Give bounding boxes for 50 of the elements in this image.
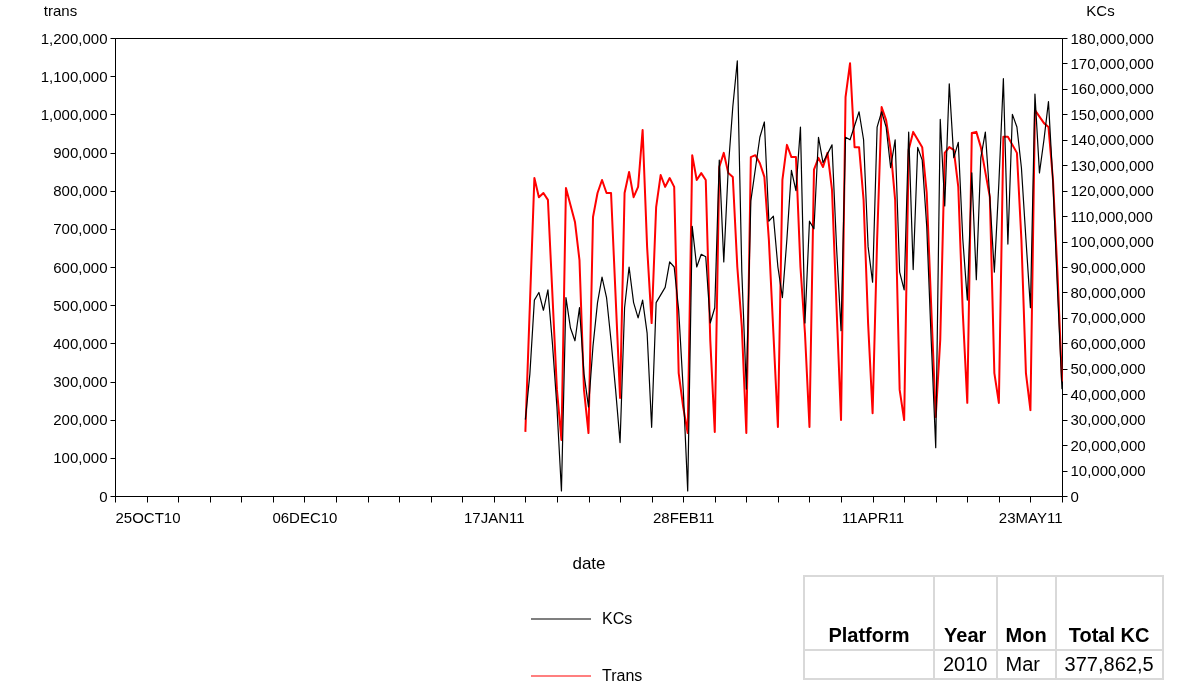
- y-tick-label: 0: [99, 487, 108, 505]
- y2-tick-label: 70,000,000: [1070, 309, 1146, 327]
- text: 2010: [934, 650, 997, 679]
- x-tick-label: 06DEC10: [272, 508, 338, 526]
- y2-tick-label: 150,000,000: [1070, 105, 1154, 123]
- y-axis-title: trans: [43, 1, 78, 19]
- text: Total KC: [1055, 576, 1163, 650]
- y2-tick-label: 30,000,000: [1070, 411, 1146, 429]
- y2-tick-label: 80,000,000: [1070, 283, 1146, 301]
- y2-tick-label: 160,000,000: [1070, 80, 1154, 98]
- y2-tick-label: 130,000,000: [1070, 156, 1154, 174]
- y2-tick-label: 120,000,000: [1070, 182, 1154, 200]
- text: Mar: [996, 650, 1056, 679]
- y-tick-label: 1,200,000: [40, 29, 108, 47]
- x-tick-label: 11APR11: [842, 508, 905, 526]
- y2-tick-label: 110,000,000: [1070, 207, 1153, 225]
- y-tick-label: 300,000: [53, 373, 108, 390]
- y-tick-label: 500,000: [53, 296, 108, 314]
- y2-tick-label: 0: [1070, 487, 1079, 505]
- y-tick-label: 100,000: [53, 449, 108, 467]
- y-tick-label: 400,000: [53, 334, 108, 352]
- y-tick-label: 800,000: [53, 182, 108, 200]
- x-tick-label: 28FEB11: [652, 508, 715, 526]
- text: Year: [934, 576, 997, 650]
- y2-tick-label: 10,000,000: [1070, 462, 1146, 480]
- y2-tick-label: 20,000,000: [1070, 436, 1146, 454]
- legend-label: KCs: [602, 610, 633, 627]
- y2-tick-label: 60,000,000: [1070, 334, 1146, 352]
- x-tick-label: 23MAY11: [998, 508, 1063, 526]
- legend-label: Trans: [602, 667, 643, 684]
- y-tick-label: 600,000: [53, 258, 108, 276]
- y2-tick-label: 50,000,000: [1070, 360, 1146, 378]
- text: Platform: [804, 576, 934, 650]
- y2-tick-label: 100,000,000: [1070, 233, 1154, 251]
- y-tick-label: 1,000,000: [40, 105, 108, 123]
- y-tick-label: 200,000: [53, 411, 108, 429]
- text: Mon: [996, 576, 1056, 650]
- y2-tick-label: 140,000,000: [1070, 131, 1154, 149]
- x-tick-label: 25OCT10: [115, 508, 181, 526]
- y2-axis-title: KCs: [1086, 1, 1115, 19]
- y-tick-label: 900,000: [53, 144, 108, 161]
- y2-tick-label: 170,000,000: [1070, 54, 1154, 72]
- y2-tick-label: 40,000,000: [1070, 385, 1146, 403]
- x-axis-title: date: [572, 553, 606, 573]
- y-tick-label: 1,100,000: [40, 67, 108, 85]
- y2-tick-label: 180,000,000: [1070, 29, 1154, 47]
- text: 377,862,5: [1055, 650, 1163, 679]
- y-tick-label: 700,000: [53, 220, 108, 238]
- y2-tick-label: 90,000,000: [1070, 258, 1146, 276]
- x-tick-label: 17JAN11: [464, 508, 525, 526]
